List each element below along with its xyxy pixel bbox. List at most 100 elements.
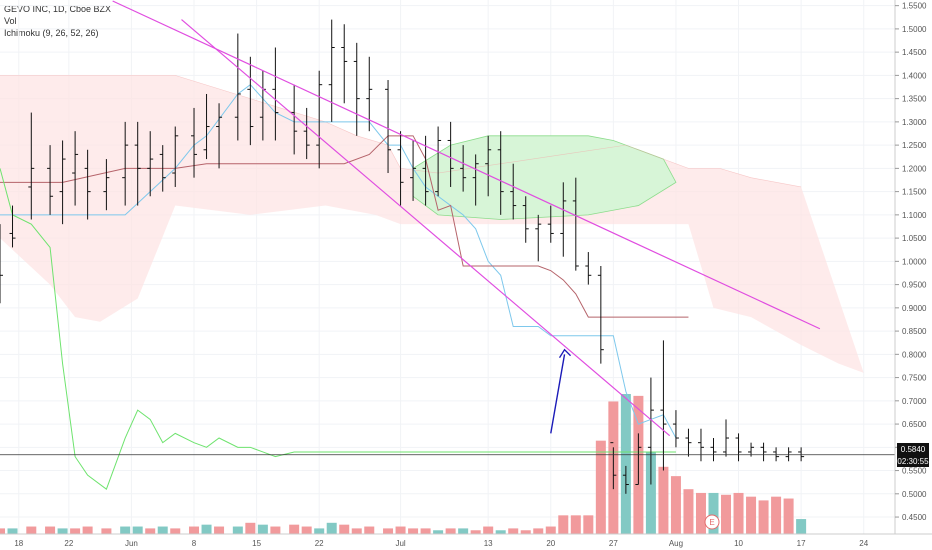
drawings <box>0 0 895 456</box>
volume-bar <box>746 496 757 534</box>
time-tick-label: 22 <box>315 539 324 548</box>
time-axis[interactable]: 18 22 Jun 8 15 22 Jul 13 20 27 Aug 10 17 24 <box>0 533 932 548</box>
price-tick-label: 0.6500 <box>902 420 927 429</box>
volume-bar <box>508 528 519 534</box>
volume-bar <box>483 526 494 534</box>
volume-bar <box>758 500 769 534</box>
volume-bar <box>520 530 531 534</box>
volume-bar <box>433 530 444 534</box>
price-tick-label: 1.1500 <box>902 188 927 197</box>
price-tick-label: 1.4500 <box>902 48 927 57</box>
volume-bar <box>314 528 325 534</box>
bear-cloud <box>0 75 864 373</box>
volume-bar <box>26 526 37 534</box>
arrow-head <box>558 348 572 359</box>
countdown-tag-bg <box>897 455 929 467</box>
leading-span-b <box>0 75 802 188</box>
time-tick-label: 13 <box>484 539 493 548</box>
volume-bar <box>545 526 556 534</box>
price-tick-label: 0.4500 <box>902 513 927 522</box>
volume-bar <box>82 526 93 534</box>
earnings-label: E <box>709 518 714 527</box>
volume-bar <box>570 515 581 534</box>
price-tick-label: 0.5000 <box>902 490 927 499</box>
volume-bar <box>583 515 594 534</box>
volume-bar <box>270 526 281 534</box>
volume-bar <box>157 526 168 534</box>
price-tick-label: 1.5000 <box>902 25 927 34</box>
price-tick-label: 0.8000 <box>902 350 927 359</box>
volume-bar <box>408 528 419 534</box>
volume-bar <box>470 530 481 534</box>
volume-bars <box>0 394 807 534</box>
volume-bar <box>7 528 18 534</box>
time-tick-label: 18 <box>14 539 23 548</box>
price-tags: 0.5840 02:30:55 E <box>704 443 929 530</box>
indicator-lines <box>0 84 689 490</box>
volume-bar <box>458 528 469 534</box>
price-tick-label: 0.8500 <box>902 327 927 336</box>
volume-bar <box>533 528 544 534</box>
trendline-upper <box>112 0 821 330</box>
time-tick-label: 10 <box>734 539 743 548</box>
volume-bar <box>301 526 312 534</box>
volume-bar <box>257 524 268 534</box>
volume-bar <box>683 489 694 534</box>
series-line <box>0 168 676 490</box>
volume-bar <box>495 530 506 534</box>
trendline-lower <box>181 19 671 437</box>
price-tick-label: 0.7000 <box>902 397 927 406</box>
volume-bar <box>721 494 732 534</box>
price-tick-label: 0.5500 <box>902 467 927 476</box>
volume-bar <box>120 526 131 534</box>
time-tick-label: Jun <box>125 539 138 548</box>
price-tick-label: 1.3000 <box>902 118 927 127</box>
volume-bar <box>201 524 212 534</box>
price-tick-label: 1.0000 <box>902 257 927 266</box>
ichimoku-cloud <box>0 75 864 373</box>
bull-cloud <box>412 135 677 220</box>
time-tick-label: 22 <box>64 539 73 548</box>
volume-bar <box>364 526 375 534</box>
price-tick-label: 1.4000 <box>902 71 927 80</box>
time-tick-label: 15 <box>252 539 261 548</box>
volume-bar <box>783 498 794 534</box>
volume-bar <box>214 526 225 534</box>
volume-bar <box>339 524 350 534</box>
time-tick-label: Jul <box>395 539 405 548</box>
volume-bar <box>132 526 143 534</box>
volume-bar <box>0 528 5 534</box>
series-line <box>0 135 689 318</box>
legend-volume: Vol <box>4 16 17 26</box>
time-tick-label: 20 <box>546 539 555 548</box>
volume-bar <box>420 528 431 534</box>
volume-bar <box>708 492 719 534</box>
price-tick-label: 1.2000 <box>902 164 927 173</box>
time-tick-label: 8 <box>192 539 197 548</box>
time-tick-label: 24 <box>859 539 868 548</box>
volume-bar <box>771 496 782 534</box>
time-tick-label: Aug <box>669 539 683 548</box>
volume-bar <box>289 524 300 534</box>
volume-bar <box>395 526 406 534</box>
volume-bar <box>245 522 256 534</box>
volume-bar <box>57 528 68 534</box>
price-tick-label: 0.7500 <box>902 374 927 383</box>
volume-bar <box>189 526 200 534</box>
time-tick-label: 17 <box>797 539 806 548</box>
volume-bar <box>70 528 81 534</box>
price-axis[interactable]: 1.5500 1.5000 1.4500 1.4000 1.3500 1.3000 1.25… <box>894 0 932 550</box>
volume-bar <box>326 522 337 534</box>
volume-bar <box>645 451 656 534</box>
volume-bar <box>445 528 456 534</box>
arrow-shaft <box>550 354 566 434</box>
volume-bar <box>558 515 569 534</box>
last-price-tag: 0.5840 <box>901 445 926 454</box>
legend-ichimoku: Ichimoku (9, 26, 52, 26) <box>4 28 99 38</box>
price-tick-label: 1.2500 <box>902 141 927 150</box>
last-price-tag-bg <box>897 443 929 455</box>
volume-bar <box>695 492 706 534</box>
earnings-icon[interactable] <box>704 514 720 530</box>
price-tick-label: 0.9000 <box>902 304 927 313</box>
